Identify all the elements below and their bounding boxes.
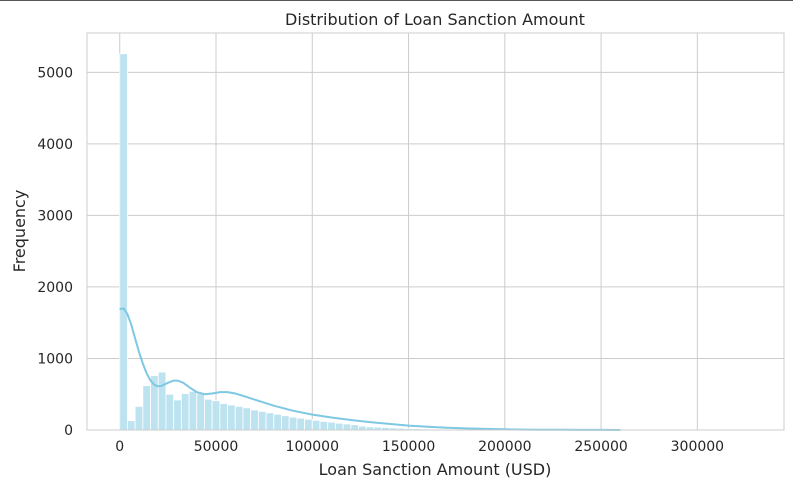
x-tick-label: 0	[115, 439, 124, 455]
grid-lines	[87, 33, 784, 431]
histogram-bar	[227, 404, 236, 431]
y-tick-label: 3000	[37, 208, 73, 224]
histogram-bar	[204, 398, 213, 431]
y-axis-ticks: 0 1000 2000 3000 4000 5000	[37, 65, 73, 439]
histogram-bar	[180, 393, 190, 431]
x-tick-label: 200000	[478, 439, 531, 455]
histogram-bar	[350, 424, 359, 431]
histogram-bar	[296, 417, 305, 431]
histogram-bar	[319, 421, 329, 431]
histogram-bar	[334, 422, 344, 431]
histogram-bar	[288, 416, 298, 431]
histogram-bar	[211, 400, 221, 431]
histogram-bar	[257, 411, 267, 431]
histogram-bar	[273, 413, 282, 431]
histogram-bar	[188, 390, 198, 431]
top-border-line	[0, 0, 793, 1]
histogram-bar	[265, 412, 275, 431]
x-tick-label: 50000	[194, 439, 239, 455]
y-tick-label: 5000	[37, 65, 73, 81]
histogram-bar	[119, 53, 128, 431]
histogram-bar	[142, 385, 151, 431]
x-tick-label: 100000	[286, 439, 339, 455]
histogram-bar	[127, 420, 136, 431]
y-tick-label: 1000	[37, 351, 73, 367]
histogram-bar	[165, 393, 175, 431]
histogram-bar	[327, 421, 336, 431]
histogram-bar	[196, 393, 205, 431]
histogram-bar	[250, 409, 259, 431]
x-tick-label: 150000	[382, 439, 435, 455]
y-tick-label: 4000	[37, 137, 73, 153]
histogram-bar	[234, 405, 244, 431]
y-tick-label: 0	[64, 423, 73, 439]
x-tick-label: 300000	[671, 439, 724, 455]
histogram-bar	[281, 415, 290, 431]
histogram-bar	[342, 423, 352, 431]
y-tick-label: 2000	[37, 280, 73, 296]
histogram-bar	[173, 399, 182, 431]
histogram-bar	[242, 407, 252, 431]
histogram-bar	[311, 419, 321, 431]
histogram-bar	[134, 405, 144, 431]
x-tick-label: 250000	[574, 439, 627, 455]
histogram-bar	[358, 425, 367, 431]
histogram-bar	[219, 403, 228, 431]
y-axis-label: Frequency	[10, 190, 29, 273]
chart-title: Distribution of Loan Sanction Amount	[285, 10, 585, 29]
histogram-bar	[304, 418, 313, 431]
plot-area	[87, 33, 784, 430]
kde-curve	[119, 307, 621, 431]
x-axis-label: Loan Sanction Amount (USD)	[319, 460, 552, 478]
plot-frame	[86, 32, 785, 431]
histogram-bar	[157, 371, 167, 431]
x-axis-ticks: 0 50000 100000 150000 200000 250000 300000	[115, 439, 724, 455]
